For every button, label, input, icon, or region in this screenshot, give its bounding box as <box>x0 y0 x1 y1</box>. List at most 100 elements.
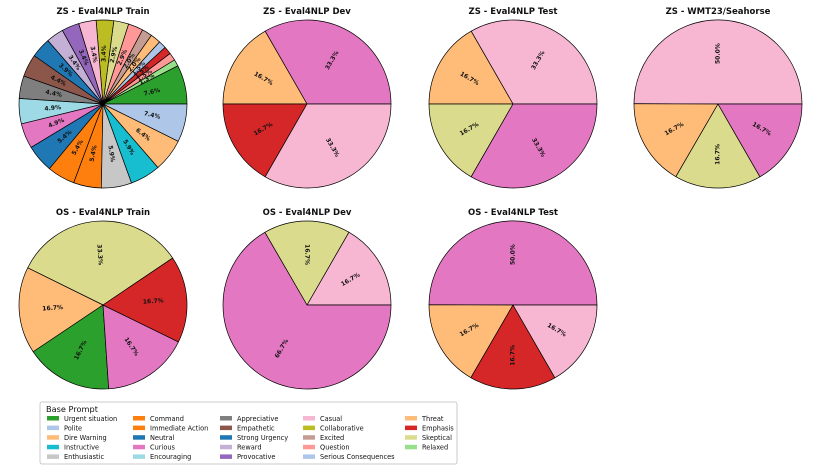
slice-value-label: 3.4% <box>100 45 107 62</box>
legend-label-strong-urgency: Strong Urgency <box>237 434 288 442</box>
legend-label-question: Question <box>320 444 350 452</box>
slice-value-label: 3.4% <box>89 46 99 64</box>
slice-value-label: 2.9% <box>109 46 119 64</box>
legend-swatch-casual <box>303 416 315 421</box>
pie-slice-urgent-situation <box>32 304 110 390</box>
slice-value-label: 5.9% <box>106 145 116 163</box>
legend-swatch-appreciative <box>220 416 232 421</box>
slice-value-label: 16.7% <box>143 297 164 305</box>
legend-label-relaxed: Relaxed <box>422 444 448 452</box>
legend-label-urgent-situation: Urgent situation <box>64 415 117 423</box>
pie-slice-casual <box>306 231 392 306</box>
legend-label-immediate-action: Immediate Action <box>150 424 208 432</box>
legend-swatch-excited <box>303 435 315 440</box>
pie-slice-skeptical <box>428 103 514 178</box>
pie-title: ZS - Eval4NLP Dev <box>263 7 351 17</box>
pie-slice-curious <box>102 304 179 390</box>
pie-slice-skeptical <box>264 220 350 306</box>
pie-title: OS - Eval4NLP Dev <box>263 208 352 218</box>
pie-title: ZS - Eval4NLP Train <box>56 7 149 17</box>
legend-label-collaborative: Collaborative <box>320 424 364 432</box>
pie-title: OS - Eval4NLP Test <box>468 208 558 218</box>
legend-swatch-neutral <box>133 435 145 440</box>
pie-slice-polite <box>102 103 188 142</box>
legend-label-enthusiastic: Enthusiastic <box>64 453 104 461</box>
pie-slice-threat <box>428 30 514 105</box>
legend-label-reward: Reward <box>237 444 262 452</box>
legend-swatch-empathetic <box>220 425 232 431</box>
legend-label-polite: Polite <box>64 424 82 432</box>
slice-value-label: 16.7% <box>509 345 516 366</box>
legend-swatch-threat <box>405 416 417 421</box>
legend-label-curious: Curious <box>150 444 176 452</box>
pie-slice-emphasis <box>470 304 556 390</box>
pie-slice-skeptical <box>675 103 761 189</box>
legend-label-empathetic: Empathetic <box>237 424 275 432</box>
pie-slice-casual <box>633 19 803 105</box>
pie-slice-casual <box>512 304 598 379</box>
slice-value-label: 16.7% <box>303 244 310 265</box>
pie-slice-curious <box>717 103 803 178</box>
slice-value-label: 33.3% <box>95 244 103 265</box>
pie-slice-curious <box>222 231 392 390</box>
legend-swatch-reward <box>220 444 232 450</box>
legend-label-serious-consequences: Serious Consequences <box>320 453 395 461</box>
pie-title: ZS - WMT23/Seahorse <box>666 7 771 17</box>
slice-value-label: 5.4% <box>89 145 99 163</box>
pie-slice-threat <box>428 304 514 379</box>
slice-value-label: 16.7% <box>714 144 721 165</box>
legend-swatch-strong-urgency <box>220 435 232 440</box>
legend-swatch-enthusiastic <box>47 454 59 459</box>
pie-slice-casual <box>470 19 598 105</box>
legend-label-neutral: Neutral <box>150 434 175 442</box>
legend-swatch-immediate-action <box>133 425 145 431</box>
legend-label-encouraging: Encouraging <box>150 453 191 461</box>
legend-swatch-relaxed <box>405 444 417 450</box>
pie-slice-curious <box>264 19 392 105</box>
slice-value-label: 7.4% <box>143 110 161 121</box>
legend-swatch-polite <box>47 425 59 431</box>
legend-label-dire-warning: Dire Warning <box>64 434 107 442</box>
pie-slice-curious <box>470 103 598 189</box>
slice-value-label: 4.9% <box>44 104 61 112</box>
legend-swatch-instructive <box>47 444 59 450</box>
legend-title: Base Prompt <box>46 404 99 414</box>
legend-swatch-encouraging <box>133 454 145 459</box>
legend-swatch-curious <box>133 444 145 450</box>
legend-label-skeptical: Skeptical <box>422 434 452 442</box>
legend-label-emphasis: Emphasis <box>422 424 454 432</box>
legend-label-instructive: Instructive <box>64 444 99 452</box>
legend-label-casual: Casual <box>320 415 342 423</box>
pie-slice-emphasis <box>102 257 188 343</box>
slice-value-label: 50.0% <box>715 43 722 64</box>
legend-label-command: Command <box>150 415 184 423</box>
pie-title: OS - Eval4NLP Train <box>56 208 150 218</box>
legend-label-threat: Threat <box>421 415 444 423</box>
legend-swatch-command <box>133 416 145 421</box>
pie-slice-curious <box>428 220 598 306</box>
pie-slice-threat <box>18 267 104 353</box>
slice-value-label: 50.0% <box>510 244 517 265</box>
pie-slice-skeptical <box>27 220 173 306</box>
pie-slice-emphasis <box>222 103 308 178</box>
legend-swatch-serious-consequences <box>303 454 315 459</box>
slice-value-label: 16.7% <box>42 304 63 312</box>
legend-swatch-emphasis <box>405 425 417 431</box>
pie-slice-casual <box>264 103 392 189</box>
legend-label-provocative: Provocative <box>237 453 275 461</box>
legend-swatch-collaborative <box>303 425 315 431</box>
legend-swatch-provocative <box>220 454 232 459</box>
pie-slice-threat <box>633 103 719 178</box>
legend-label-excited: Excited <box>320 434 344 442</box>
legend-swatch-skeptical <box>405 435 417 440</box>
legend-swatch-question <box>303 444 315 450</box>
legend-label-appreciative: Appreciative <box>237 415 278 423</box>
